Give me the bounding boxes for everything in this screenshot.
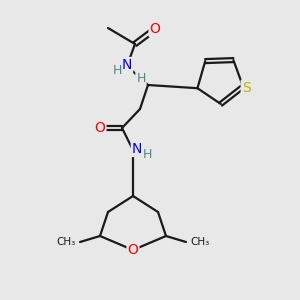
Text: S: S (242, 81, 250, 94)
Text: CH₃: CH₃ (57, 237, 76, 247)
Text: H: H (142, 148, 152, 161)
Text: H: H (112, 64, 122, 76)
Text: CH₃: CH₃ (190, 237, 209, 247)
Text: O: O (128, 243, 138, 257)
Text: O: O (150, 22, 160, 36)
Text: O: O (94, 121, 105, 135)
Text: N: N (122, 58, 132, 72)
Text: H: H (136, 71, 146, 85)
Text: N: N (132, 142, 142, 156)
